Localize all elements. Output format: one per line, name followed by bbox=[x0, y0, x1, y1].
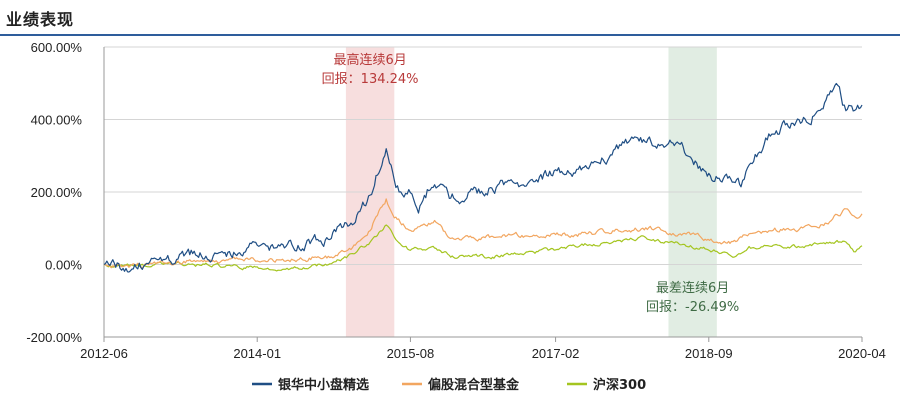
chart-canvas: 600.00% 400.00% 200.00% 0.00% -200.00% 2012-… bbox=[26, 40, 886, 393]
best-annotation-value: 回报：134.24% bbox=[322, 72, 419, 87]
legend-item-2[interactable]: 偏股混合型基金 bbox=[402, 377, 520, 393]
performance-chart: 600.00% 400.00% 200.00% 0.00% -200.00% 2012-… bbox=[0, 36, 900, 410]
section-title: 业绩表现 bbox=[6, 10, 75, 29]
x-tick-label: 2020-04 bbox=[838, 346, 886, 361]
x-tick-label: 2012-06 bbox=[80, 346, 128, 361]
y-tick-label: 400.00% bbox=[31, 113, 83, 128]
worst-annotation-value: 回报：-26.49% bbox=[646, 300, 739, 315]
series-line-1 bbox=[103, 82, 863, 273]
legend-item-1[interactable]: 银华中小盘精选 bbox=[252, 377, 369, 393]
legend-label: 偏股混合型基金 bbox=[428, 377, 520, 393]
y-axis-ticks: 600.00% 400.00% 200.00% 0.00% -200.00% bbox=[26, 40, 82, 345]
y-tick-label: 200.00% bbox=[31, 185, 83, 200]
axes bbox=[103, 47, 862, 338]
legend-label: 沪深300 bbox=[593, 377, 646, 393]
x-tick-label: 2017-02 bbox=[532, 346, 580, 361]
x-tick-label: 2014-01 bbox=[233, 346, 281, 361]
legend: 银华中小盘精选 偏股混合型基金 沪深300 bbox=[252, 377, 646, 393]
x-tick-label: 2018-09 bbox=[685, 346, 733, 361]
series-line-3 bbox=[103, 224, 863, 272]
series-line-2 bbox=[104, 198, 863, 269]
best-annotation-title: 最高连续6月 bbox=[333, 52, 406, 68]
worst-annotation-title: 最差连续6月 bbox=[656, 280, 729, 296]
x-axis-ticks: 2012-06 2014-01 2015-08 2017-02 2018-09 2020-… bbox=[80, 337, 886, 361]
y-tick-label: 600.00% bbox=[31, 40, 83, 55]
section-header: 业绩表现 bbox=[0, 0, 900, 36]
series-lines bbox=[103, 82, 863, 273]
grid-lines bbox=[104, 46, 862, 338]
y-tick-label: -200.00% bbox=[26, 330, 82, 345]
legend-label: 银华中小盘精选 bbox=[278, 377, 369, 393]
legend-item-3[interactable]: 沪深300 bbox=[567, 377, 646, 393]
y-tick-label: 0.00% bbox=[45, 258, 82, 273]
x-tick-label: 2015-08 bbox=[387, 346, 435, 361]
